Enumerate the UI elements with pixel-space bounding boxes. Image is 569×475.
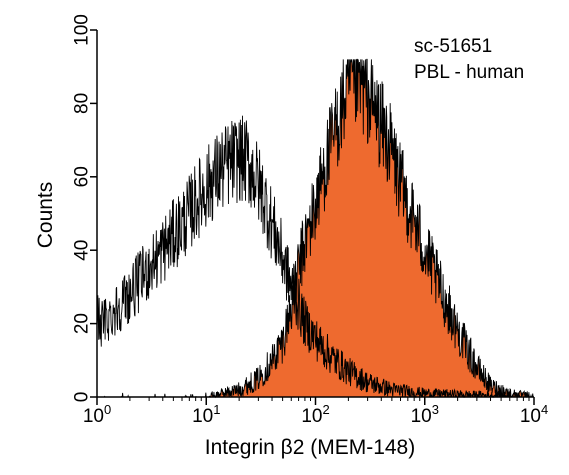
annotation-reagent-id: sc-51651	[414, 36, 492, 57]
x-tick-label: 101	[192, 402, 220, 427]
x-axis-title: Integrin β2 (MEM-148)	[205, 436, 415, 459]
x-tick-label: 100	[83, 402, 111, 427]
y-tick-label: 40	[72, 240, 93, 261]
annotation-sample: PBL - human	[414, 62, 524, 83]
y-tick-label: 0	[72, 392, 93, 403]
y-axis-title: Counts	[34, 182, 57, 249]
y-tick-label: 100	[72, 14, 93, 46]
y-tick-label: 20	[72, 313, 93, 334]
y-tick-label: 80	[72, 93, 93, 114]
y-axis-ticks: 0 20 40 60 80 100	[72, 14, 97, 402]
y-tick-label: 60	[72, 166, 93, 187]
x-axis-ticks: 100 101 102 103 104	[83, 397, 548, 427]
histogram-outline-series	[96, 115, 534, 399]
x-tick-label: 102	[301, 402, 329, 427]
x-tick-label: 104	[520, 402, 548, 427]
x-tick-label: 103	[411, 402, 439, 427]
